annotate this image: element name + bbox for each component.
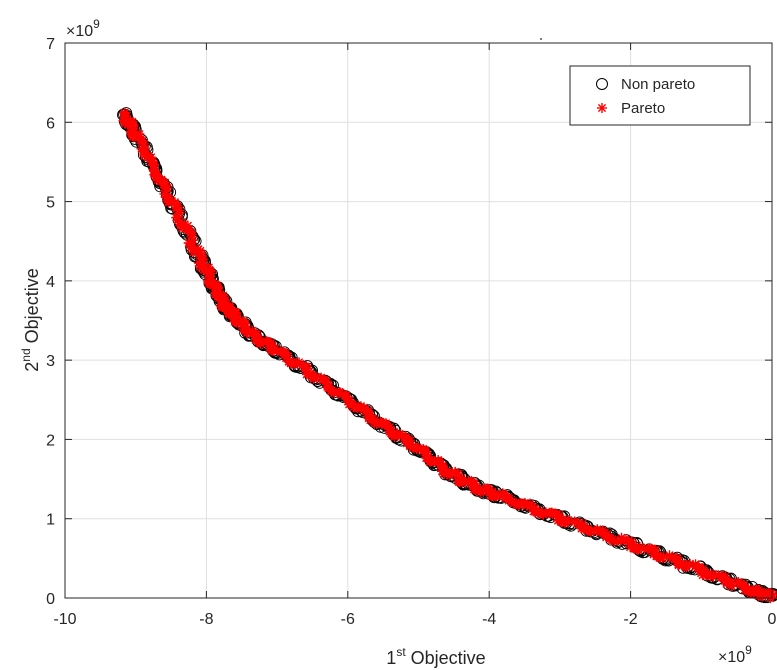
legend-label-pareto: Pareto — [621, 100, 665, 117]
y-exponent-prefix: ×10 — [66, 23, 93, 40]
x-tick-label: -6 — [341, 611, 355, 628]
legend-marker-non-pareto — [596, 78, 608, 90]
pareto-point — [726, 581, 737, 592]
series-pareto — [118, 107, 777, 604]
y-tick-label: 6 — [46, 115, 55, 132]
x-tick-label: -2 — [623, 611, 637, 628]
y-axis-title-base: 2 — [22, 362, 42, 372]
y-tick-label: 0 — [46, 591, 55, 608]
legend: Non pareto Pareto — [569, 65, 751, 126]
x-axis-title-sup: st — [396, 645, 406, 659]
legend-label-non-pareto: Non pareto — [621, 76, 695, 93]
x-tick-label: -8 — [199, 611, 213, 628]
x-exponent-label: ×109 — [718, 643, 752, 666]
axes-box — [64, 42, 773, 599]
legend-box — [569, 65, 751, 126]
y-axis-title: 2nd Objective — [19, 268, 42, 371]
x-tick-labels: -10 -8 -6 -4 -2 0 — [53, 611, 776, 628]
y-tick-labels: 0 1 2 3 4 5 6 7 — [46, 36, 55, 608]
y-tick-label: 7 — [46, 36, 55, 53]
y-tick-label: 1 — [46, 512, 55, 529]
stray-dot — [540, 38, 542, 40]
y-exponent-power: 9 — [93, 17, 100, 31]
y-tick-label: 5 — [46, 195, 55, 212]
x-tick-label: -10 — [53, 611, 76, 628]
x-axis-title: 1st Objective — [386, 645, 485, 668]
y-axis-title-sup: nd — [19, 348, 33, 361]
y-exponent-label: ×109 — [66, 17, 100, 40]
ticks — [64, 42, 773, 599]
x-tick-label: 0 — [768, 611, 777, 628]
x-axis-title-base: 1 — [386, 648, 396, 668]
x-exponent-power: 9 — [745, 643, 752, 657]
x-exponent-prefix: ×10 — [718, 649, 745, 666]
y-tick-label: 2 — [46, 432, 55, 449]
y-tick-label: 3 — [46, 353, 55, 370]
legend-marker-pareto — [597, 103, 607, 113]
y-tick-label: 4 — [46, 274, 55, 291]
x-tick-label: -4 — [482, 611, 496, 628]
y-axis-title-rest: Objective — [22, 268, 42, 348]
x-axis-title-rest: Objective — [406, 648, 486, 668]
plot-area — [65, 43, 772, 598]
